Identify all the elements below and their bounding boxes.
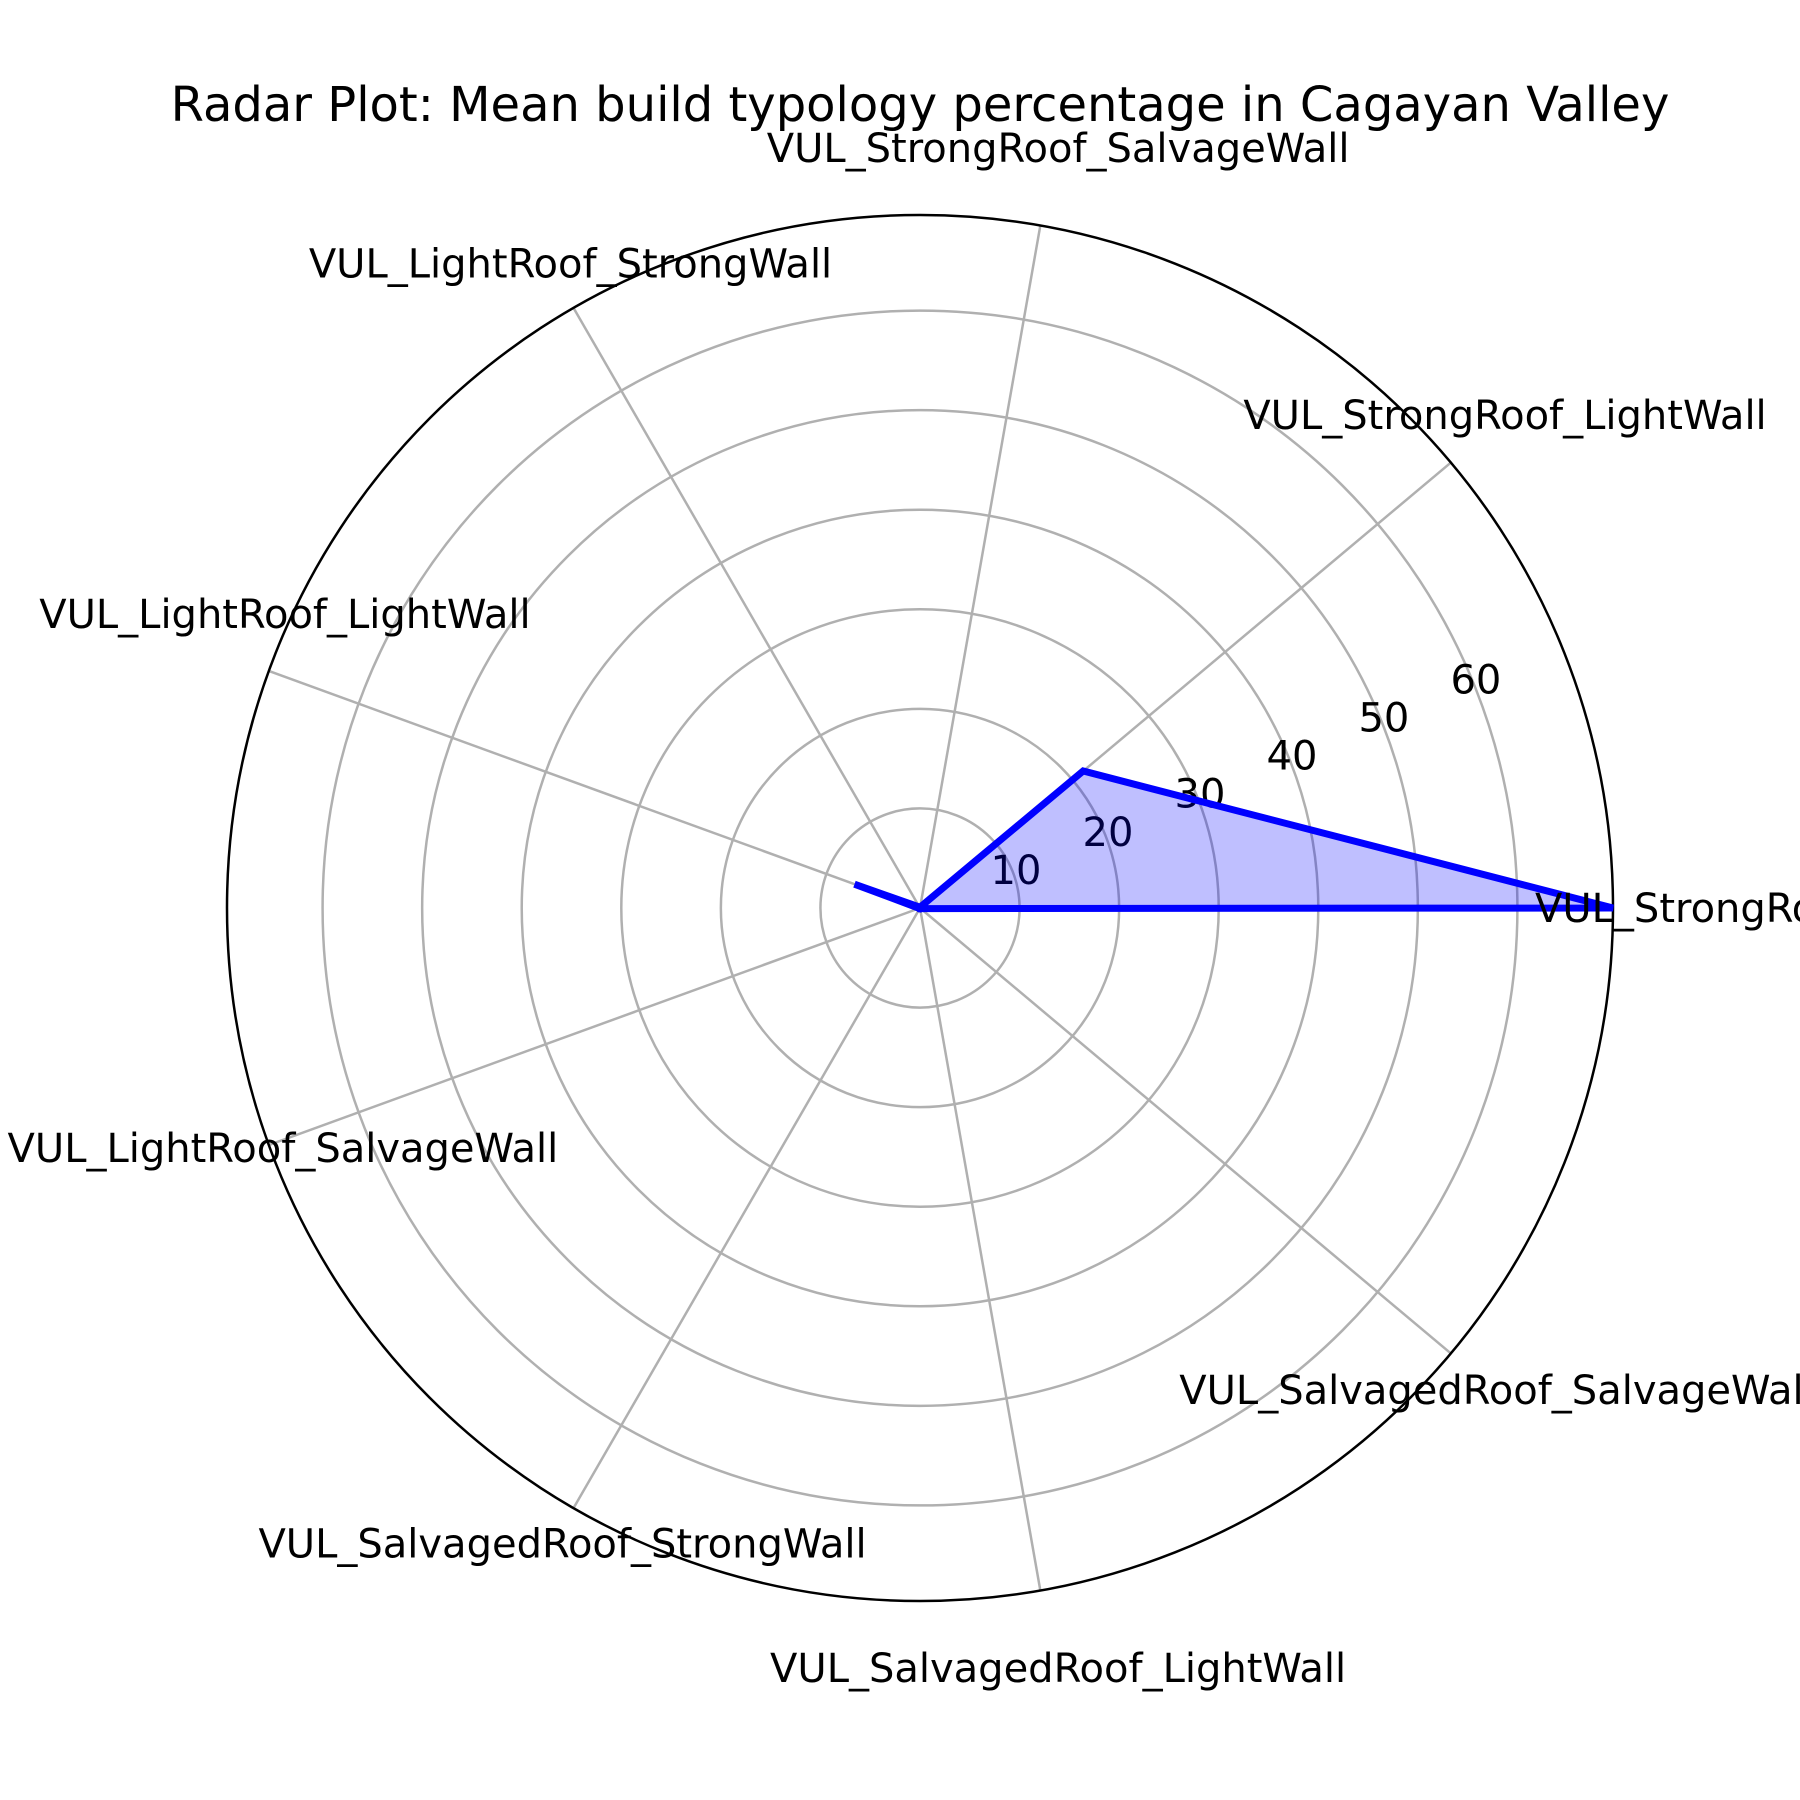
category-label-6: VUL_SalvagedRoof_StrongWall: [258, 1522, 866, 1568]
spoke-5: [268, 906, 921, 1147]
series-line: [853, 767, 1614, 913]
spoke-7: [918, 907, 1042, 1591]
category-label-5: VUL_LightRoof_SalvageWall: [8, 1126, 559, 1172]
tick-label-40: 40: [1267, 734, 1318, 780]
category-label-8: VUL_SalvagedRoof_SalvageWall: [1179, 1368, 1800, 1414]
category-label-3: VUL_LightRoof_StrongWall: [309, 242, 832, 288]
category-label-0: VUL_StrongRoof_StrongWall: [1535, 886, 1800, 932]
data-series: [853, 767, 1614, 913]
chart-title: Radar Plot: Mean build typology percenta…: [171, 77, 1670, 133]
category-label-2: VUL_StrongRoof_SalvageWall: [767, 126, 1350, 172]
tick-label-10: 10: [991, 848, 1042, 894]
category-label-4: VUL_LightRoof_LightWall: [39, 592, 530, 638]
category-labels: VUL_StrongRoof_StrongWall VUL_StrongRoof_…: [8, 126, 1800, 1692]
series-fill: [854, 771, 1613, 909]
spoke-4: [268, 669, 921, 910]
spoke-8: [919, 907, 1452, 1355]
spoke-6: [572, 907, 922, 1509]
tick-label-20: 20: [1083, 810, 1134, 856]
tick-label-60: 60: [1450, 657, 1501, 703]
spoke-3: [572, 307, 922, 909]
spoke-2: [918, 225, 1042, 909]
category-label-1: VUL_StrongRoof_LightWall: [1243, 393, 1766, 439]
tick-label-50: 50: [1358, 695, 1409, 741]
category-label-7: VUL_SalvagedRoof_LightWall: [770, 1646, 1346, 1692]
